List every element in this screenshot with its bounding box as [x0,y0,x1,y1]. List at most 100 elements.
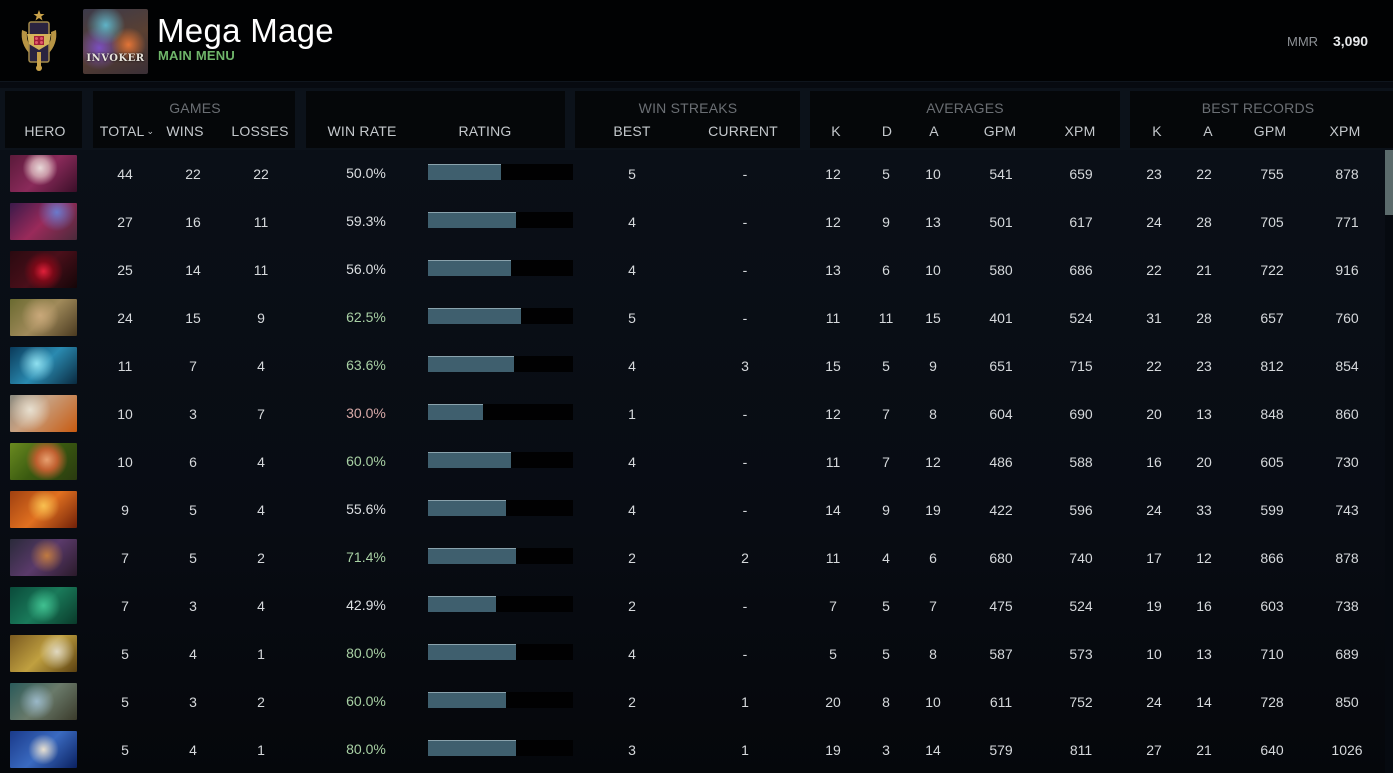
losses: 2 [257,550,265,566]
table-row[interactable]: 5 4 1 80.0% 4 - 5 5 8 587 573 10 13 710 … [0,630,1385,678]
win-rate: 30.0% [346,405,386,421]
table-row[interactable]: 25 14 11 56.0% 4 - 13 6 10 580 686 22 21… [0,246,1385,294]
table-row[interactable]: 5 3 2 60.0% 2 1 20 8 10 611 752 24 14 72… [0,678,1385,726]
losses: 22 [253,166,269,182]
table-row[interactable]: 10 6 4 60.0% 4 - 11 7 12 486 588 16 20 6… [0,438,1385,486]
col-wins[interactable]: WINS [166,123,204,139]
best-kills: 19 [1146,598,1162,614]
streak-current: - [742,310,748,326]
table-row[interactable]: 5 4 1 80.0% 3 1 19 3 14 579 811 27 21 64… [0,726,1385,773]
wins: 4 [189,742,197,758]
scrollbar-thumb[interactable] [1385,150,1393,215]
featured-hero-portrait[interactable]: INVOKER [83,9,148,74]
avg-assists: 8 [929,406,937,422]
windranger-portrait-icon[interactable] [10,443,77,480]
col-streak-best[interactable]: BEST [613,123,651,139]
best-xpm: 738 [1335,598,1359,614]
avg-assists: 15 [925,310,941,326]
morphling-portrait-icon[interactable] [10,347,77,384]
rating-bar-fill [428,500,507,516]
win-rate: 50.0% [346,165,386,181]
best-kills: 22 [1146,262,1162,278]
win-rate: 59.3% [346,213,386,229]
avg-gpm: 680 [989,550,1013,566]
table-row[interactable]: 10 3 7 30.0% 1 - 12 7 8 604 690 20 13 84… [0,390,1385,438]
avg-kills: 12 [825,214,841,230]
avg-assists: 10 [925,694,941,710]
col-best-xpm[interactable]: XPM [1329,123,1361,139]
shadow-fiend-portrait-icon[interactable] [10,251,77,288]
avg-assists: 8 [929,646,937,662]
total-games: 5 [121,646,129,662]
avg-xpm: 811 [1069,742,1093,758]
avg-deaths: 11 [878,310,894,326]
table-row[interactable]: 24 15 9 62.5% 5 - 11 11 15 401 524 31 28… [0,294,1385,342]
col-avg-d[interactable]: D [881,123,893,139]
streak-best: 4 [628,646,636,662]
phoenix-portrait-icon[interactable] [10,491,77,528]
underlord-portrait-icon[interactable] [10,587,77,624]
anti-mage-portrait-icon[interactable] [10,539,77,576]
table-row[interactable]: 7 5 2 71.4% 2 2 11 4 6 680 740 17 12 866… [0,534,1385,582]
total-games: 44 [117,166,133,182]
streak-best: 2 [628,694,636,710]
avg-kills: 12 [825,166,841,182]
slark-portrait-icon[interactable] [10,683,77,720]
header-box-averages [810,91,1120,148]
table-row[interactable]: 44 22 22 50.0% 5 - 12 5 10 541 659 23 22… [0,150,1385,198]
table-row[interactable]: 11 7 4 63.6% 4 3 15 5 9 651 715 22 23 81… [0,342,1385,390]
table-row[interactable]: 9 5 4 55.6% 4 - 14 9 19 422 596 24 33 59… [0,486,1385,534]
col-avg-k[interactable]: K [831,123,841,139]
zeus-portrait-icon[interactable] [10,731,77,768]
best-kills: 31 [1146,310,1162,326]
streak-current: 1 [741,694,749,710]
col-best-k[interactable]: K [1152,123,1162,139]
sniper-portrait-icon[interactable] [10,395,77,432]
col-avg-a[interactable]: A [929,123,939,139]
col-losses[interactable]: LOSSES [231,123,289,139]
col-best-gpm[interactable]: GPM [1253,123,1287,139]
win-rate: 60.0% [346,693,386,709]
streak-current: - [742,214,748,230]
best-xpm: 916 [1335,262,1359,278]
col-best-a[interactable]: A [1203,123,1213,139]
col-hero[interactable]: HERO [24,123,66,139]
wins: 3 [189,694,197,710]
avg-xpm: 659 [1069,166,1093,182]
best-assists: 16 [1196,598,1212,614]
best-assists: 21 [1196,742,1212,758]
losses: 11 [253,214,269,230]
table-row[interactable]: 7 3 4 42.9% 2 - 7 5 7 475 524 19 16 603 … [0,582,1385,630]
best-assists: 28 [1196,310,1212,326]
avg-xpm: 524 [1069,598,1093,614]
table-row[interactable]: 27 16 11 59.3% 4 - 12 9 13 501 617 24 28… [0,198,1385,246]
best-kills: 24 [1146,502,1162,518]
avg-xpm: 752 [1069,694,1093,710]
pudge-portrait-icon[interactable] [10,299,77,336]
losses: 9 [257,310,265,326]
col-avg-gpm[interactable]: GPM [983,123,1017,139]
col-total[interactable]: TOTAL ⌄ [100,123,155,139]
best-gpm: 866 [1260,550,1284,566]
avg-gpm: 604 [989,406,1013,422]
win-rate: 71.4% [346,549,386,565]
losses: 4 [257,454,265,470]
total-games: 5 [121,694,129,710]
col-streak-current[interactable]: CURRENT [708,123,778,139]
sniper-alt-portrait-icon[interactable] [10,635,77,672]
profile-name: Mega Mage [157,12,334,49]
wins: 3 [189,598,197,614]
col-rating[interactable]: RATING [458,123,512,139]
col-avg-xpm[interactable]: XPM [1064,123,1096,139]
wins: 22 [185,166,201,182]
col-win-rate[interactable]: WIN RATE [327,123,397,139]
invoker-portrait-icon[interactable] [10,155,77,192]
streak-current: - [742,454,748,470]
avg-xpm: 588 [1069,454,1093,470]
best-xpm: 878 [1335,550,1359,566]
scrollbar[interactable] [1385,150,1393,773]
main-menu-link[interactable]: MAIN MENU [158,48,235,63]
queen-of-pain-portrait-icon[interactable] [10,203,77,240]
avg-deaths: 5 [882,646,890,662]
avg-deaths: 5 [882,166,890,182]
